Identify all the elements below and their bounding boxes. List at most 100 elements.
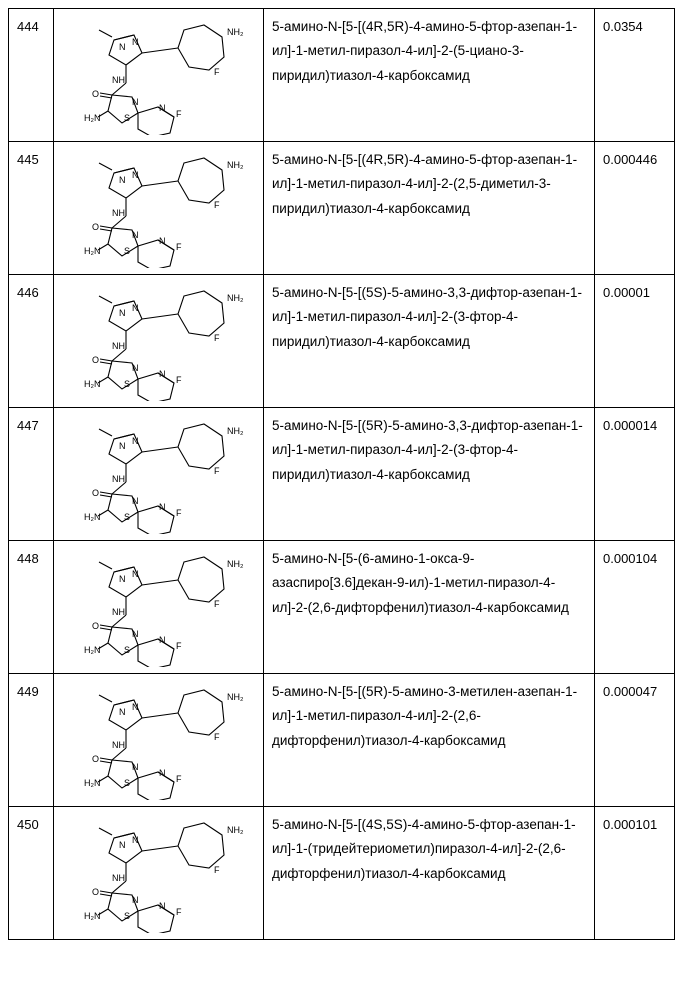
svg-text:H₂N: H₂N (84, 512, 101, 522)
table-row: 447 NH₂ F N N NH O S N H₂N (9, 408, 675, 541)
svg-text:F: F (176, 375, 182, 385)
svg-text:F: F (176, 907, 182, 917)
compound-name: 5-амино-N-[5-[(4R,5R)-4-амино-5-фтор-азе… (264, 142, 595, 275)
structure-cell: NH₂ F N N NH O S N H₂N F (54, 142, 264, 275)
svg-text:F: F (214, 67, 220, 77)
svg-text:O: O (92, 355, 99, 365)
svg-text:NH: NH (112, 474, 125, 484)
svg-text:H₂N: H₂N (84, 379, 101, 389)
svg-text:NH₂: NH₂ (227, 160, 244, 170)
svg-text:NH: NH (112, 740, 125, 750)
svg-text:N: N (119, 42, 126, 52)
structure-cell: NH₂ F N N NH O S N H₂N F (54, 807, 264, 940)
table-row: 449 NH₂ F N N NH O S N H₂N (9, 674, 675, 807)
svg-text:O: O (92, 754, 99, 764)
compound-name: 5-амино-N-[5-[(5R)-5-амино-3-метилен-азе… (264, 674, 595, 807)
svg-text:F: F (214, 865, 220, 875)
svg-text:O: O (92, 887, 99, 897)
svg-text:N: N (132, 702, 139, 712)
svg-text:S: S (124, 645, 130, 655)
compound-value: 0.000014 (595, 408, 675, 541)
svg-text:N: N (132, 569, 139, 579)
svg-text:S: S (124, 113, 130, 123)
svg-text:H₂N: H₂N (84, 645, 101, 655)
svg-text:N: N (159, 502, 166, 512)
table-row: 445 NH₂ F N N NH O S N H₂N (9, 142, 675, 275)
svg-text:F: F (214, 200, 220, 210)
svg-text:NH₂: NH₂ (227, 559, 244, 569)
svg-text:S: S (124, 778, 130, 788)
compound-id: 450 (9, 807, 54, 940)
svg-text:N: N (159, 369, 166, 379)
svg-text:F: F (214, 466, 220, 476)
compound-name: 5-амино-N-[5-(6-амино-1-окса-9-азаспиро[… (264, 541, 595, 674)
svg-text:F: F (214, 333, 220, 343)
svg-text:N: N (132, 97, 139, 107)
svg-text:NH: NH (112, 341, 125, 351)
compound-id: 449 (9, 674, 54, 807)
structure-cell: NH₂ F N N NH O S N H₂N F (54, 541, 264, 674)
compound-id: 446 (9, 275, 54, 408)
svg-text:S: S (124, 512, 130, 522)
svg-text:N: N (119, 441, 126, 451)
svg-text:H₂N: H₂N (84, 778, 101, 788)
svg-text:F: F (176, 508, 182, 518)
compound-id: 445 (9, 142, 54, 275)
svg-text:NH: NH (112, 75, 125, 85)
svg-text:NH₂: NH₂ (227, 426, 244, 436)
svg-text:O: O (92, 621, 99, 631)
svg-text:F: F (176, 109, 182, 119)
structure-cell: NH₂ F N N NH O S N H₂N F (54, 408, 264, 541)
svg-text:N: N (159, 901, 166, 911)
svg-text:NH₂: NH₂ (227, 27, 244, 37)
svg-text:S: S (124, 246, 130, 256)
svg-text:S: S (124, 911, 130, 921)
svg-text:NH₂: NH₂ (227, 293, 244, 303)
compound-value: 0.000047 (595, 674, 675, 807)
svg-text:N: N (132, 37, 139, 47)
svg-text:NH: NH (112, 607, 125, 617)
svg-text:N: N (119, 175, 126, 185)
compound-id: 447 (9, 408, 54, 541)
svg-text:NH₂: NH₂ (227, 825, 244, 835)
svg-text:F: F (214, 732, 220, 742)
svg-text:H₂N: H₂N (84, 911, 101, 921)
svg-text:N: N (159, 768, 166, 778)
svg-text:N: N (159, 635, 166, 645)
svg-text:NH₂: NH₂ (227, 692, 244, 702)
svg-text:N: N (132, 762, 139, 772)
svg-text:NH: NH (112, 873, 125, 883)
structure-cell: NH₂ F N N NH O S N H₂N F (54, 275, 264, 408)
svg-text:N: N (119, 308, 126, 318)
compound-name: 5-амино-N-[5-[(5S)-5-амино-3,3-дифтор-аз… (264, 275, 595, 408)
table-row: 450 NH₂ F N N NH O S N H₂N (9, 807, 675, 940)
svg-text:H₂N: H₂N (84, 113, 101, 123)
structure-cell: NH₂ F N N NH O S N H₂N F (54, 9, 264, 142)
svg-text:N: N (132, 170, 139, 180)
svg-text:N: N (132, 895, 139, 905)
table-row: 446 NH₂ F N N NH O S N H₂N (9, 275, 675, 408)
svg-text:O: O (92, 89, 99, 99)
svg-text:NH: NH (112, 208, 125, 218)
svg-text:N: N (119, 840, 126, 850)
compound-id: 444 (9, 9, 54, 142)
compound-id: 448 (9, 541, 54, 674)
svg-text:F: F (176, 774, 182, 784)
svg-text:F: F (176, 242, 182, 252)
compound-value: 0.000101 (595, 807, 675, 940)
svg-text:F: F (214, 599, 220, 609)
compound-name: 5-амино-N-[5-[(4R,5R)-4-амино-5-фтор-азе… (264, 9, 595, 142)
table-row: 444 NH₂ F N N NH O S N H₂N (9, 9, 675, 142)
svg-text:N: N (132, 496, 139, 506)
compound-table: 444 NH₂ F N N NH O S N H₂N (8, 8, 675, 940)
compound-value: 0.000104 (595, 541, 675, 674)
structure-cell: NH₂ F N N NH O S N H₂N F (54, 674, 264, 807)
svg-text:N: N (132, 363, 139, 373)
svg-text:N: N (119, 574, 126, 584)
compound-value: 0.000446 (595, 142, 675, 275)
svg-text:S: S (124, 379, 130, 389)
svg-text:O: O (92, 488, 99, 498)
svg-text:N: N (132, 230, 139, 240)
compound-name: 5-амино-N-[5-[(4S,5S)-4-амино-5-фтор-азе… (264, 807, 595, 940)
svg-text:H₂N: H₂N (84, 246, 101, 256)
